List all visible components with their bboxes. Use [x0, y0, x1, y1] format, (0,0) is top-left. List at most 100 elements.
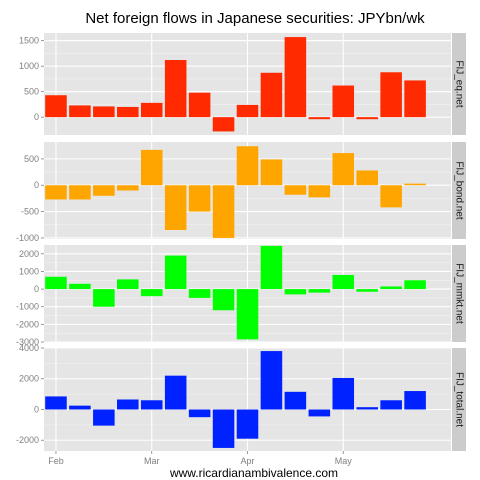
bar-FIJ_bond.net-3 — [117, 185, 139, 191]
bar-FIJ_eq.net-2 — [93, 106, 115, 118]
facet-strip-label: FIJ_total.net — [454, 372, 465, 427]
bar-FIJ_mmkt.net-14 — [380, 286, 402, 290]
bar-FIJ_total.net-4 — [140, 400, 163, 410]
bar-FIJ_bond.net-6 — [188, 185, 211, 212]
facet-strip — [452, 245, 466, 342]
bar-FIJ_bond.net-11 — [308, 185, 331, 198]
facet-strip-label: FIJ_bond.net — [454, 161, 465, 220]
bar-FIJ_mmkt.net-13 — [356, 289, 378, 292]
x-tick-label: Feb — [48, 456, 64, 466]
y-tick-label: -2000 — [16, 435, 39, 445]
bar-FIJ_total.net-5 — [164, 375, 187, 410]
bar-FIJ_total.net-10 — [284, 391, 307, 410]
facet-strip — [452, 33, 466, 135]
bar-FIJ_eq.net-13 — [356, 117, 378, 120]
bar-FIJ_mmkt.net-10 — [284, 289, 307, 295]
y-tick-label: -3000 — [16, 337, 39, 347]
bar-FIJ_bond.net-7 — [212, 185, 235, 238]
bar-FIJ_mmkt.net-9 — [260, 245, 283, 290]
bar-FIJ_eq.net-6 — [188, 92, 211, 118]
bar-FIJ_eq.net-9 — [260, 72, 283, 118]
bar-FIJ_bond.net-9 — [260, 159, 283, 186]
bar-FIJ_total.net-2 — [93, 409, 115, 426]
x-tick-label: May — [335, 456, 353, 466]
facet-strip — [452, 348, 466, 451]
bar-FIJ_bond.net-4 — [140, 149, 163, 186]
bar-FIJ_total.net-1 — [69, 405, 91, 410]
bar-FIJ_eq.net-8 — [236, 104, 259, 118]
bar-FIJ_eq.net-12 — [332, 85, 355, 118]
bar-FIJ_bond.net-5 — [164, 185, 187, 231]
facet-panels: 0 500 1000 1500 FIJ_eq.net -1000 -500 0 500 FIJ_b… — [16, 33, 466, 451]
bar-FIJ_eq.net-11 — [308, 117, 331, 120]
bar-FIJ_mmkt.net-4 — [140, 289, 163, 297]
bar-FIJ_bond.net-12 — [332, 153, 355, 186]
bar-FIJ_total.net-6 — [188, 409, 211, 418]
bar-FIJ_eq.net-0 — [45, 95, 67, 118]
bar-FIJ_eq.net-7 — [212, 117, 235, 132]
bar-FIJ_bond.net-14 — [380, 185, 402, 208]
y-tick-label: 2000 — [19, 374, 39, 384]
bar-FIJ_total.net-15 — [404, 391, 426, 410]
bar-FIJ_eq.net-5 — [164, 60, 187, 118]
panel-FIJ_total.net: -2000 0 2000 4000 FIJ_total.net — [16, 343, 466, 451]
bar-FIJ_eq.net-15 — [404, 80, 426, 118]
bar-FIJ_eq.net-3 — [117, 106, 139, 118]
facet-strip — [452, 142, 466, 239]
bar-FIJ_bond.net-15 — [404, 183, 426, 186]
bar-FIJ_mmkt.net-12 — [332, 274, 355, 290]
y-tick-label: 1500 — [19, 36, 39, 46]
y-tick-label: 500 — [24, 87, 39, 97]
bar-FIJ_bond.net-13 — [356, 170, 378, 186]
y-tick-label: 4000 — [19, 343, 39, 353]
bar-FIJ_bond.net-2 — [93, 185, 115, 196]
bar-FIJ_bond.net-8 — [236, 146, 259, 186]
bar-FIJ_mmkt.net-3 — [117, 279, 139, 290]
bar-FIJ_mmkt.net-2 — [93, 289, 115, 307]
facet-strip-label: FIJ_eq.net — [454, 60, 465, 107]
y-tick-label: -1000 — [16, 233, 39, 243]
bar-FIJ_mmkt.net-1 — [69, 283, 91, 290]
panel-FIJ_bond.net: -1000 -500 0 500 FIJ_bond.net — [16, 142, 466, 243]
bar-FIJ_eq.net-4 — [140, 102, 163, 118]
chart-caption: www.ricardianambivalence.com — [169, 466, 338, 480]
y-tick-label: 0 — [34, 112, 39, 122]
bar-FIJ_total.net-13 — [356, 407, 378, 410]
bar-FIJ_total.net-9 — [260, 351, 283, 410]
bar-FIJ_bond.net-0 — [45, 185, 67, 200]
panel-FIJ_mmkt.net: -3000 -2000 -1000 0 1000 2000 FIJ_mmkt.net — [16, 245, 466, 347]
bar-FIJ_mmkt.net-8 — [236, 289, 259, 340]
bar-FIJ_mmkt.net-15 — [404, 280, 426, 290]
bar-FIJ_total.net-7 — [212, 409, 235, 448]
bar-FIJ_mmkt.net-0 — [45, 276, 67, 290]
x-axis: Feb Mar Apr May — [48, 451, 352, 466]
y-tick-label: 2000 — [19, 249, 39, 259]
y-tick-label: 500 — [24, 154, 39, 164]
y-tick-label: 0 — [34, 180, 39, 190]
x-tick-label: Mar — [144, 456, 160, 466]
bar-FIJ_mmkt.net-5 — [164, 255, 187, 290]
bar-FIJ_total.net-12 — [332, 377, 355, 410]
bar-FIJ_total.net-3 — [117, 399, 139, 410]
bar-FIJ_bond.net-10 — [284, 185, 307, 195]
bar-FIJ_eq.net-10 — [284, 37, 307, 118]
panel-FIJ_eq.net: 0 500 1000 1500 FIJ_eq.net — [19, 33, 466, 135]
y-tick-label: -2000 — [16, 319, 39, 329]
bar-FIJ_mmkt.net-7 — [212, 289, 235, 311]
bar-FIJ_total.net-11 — [308, 409, 331, 417]
bar-FIJ_mmkt.net-11 — [308, 289, 331, 293]
y-tick-label: 0 — [34, 404, 39, 414]
y-tick-label: 1000 — [19, 61, 39, 71]
y-tick-label: 1000 — [19, 266, 39, 276]
y-tick-label: 0 — [34, 284, 39, 294]
y-tick-label: -1000 — [16, 302, 39, 312]
bar-FIJ_total.net-8 — [236, 409, 259, 439]
bar-FIJ_eq.net-1 — [69, 105, 91, 118]
bar-FIJ_bond.net-1 — [69, 185, 91, 200]
bar-FIJ_mmkt.net-6 — [188, 289, 211, 298]
facet-strip-label: FIJ_mmkt.net — [454, 263, 465, 324]
bar-FIJ_total.net-0 — [45, 396, 67, 410]
bar-FIJ_eq.net-14 — [380, 72, 402, 118]
x-tick-label: Apr — [240, 456, 254, 466]
